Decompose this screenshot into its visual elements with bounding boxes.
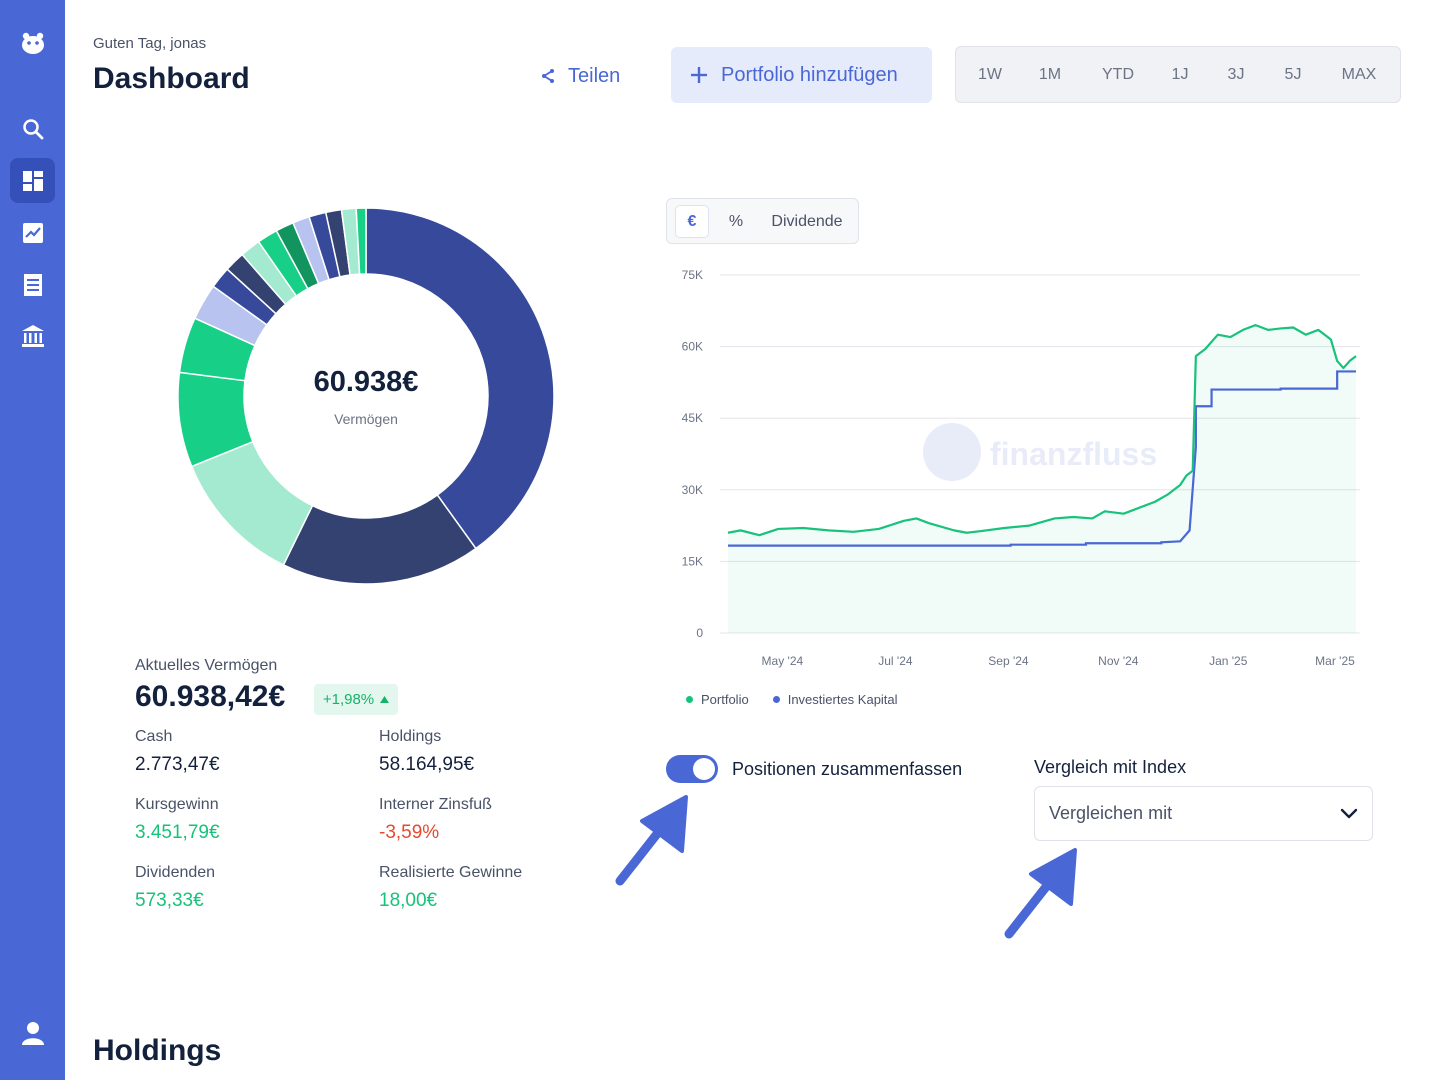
kapital-dot-icon <box>772 696 780 703</box>
y-tick-label: 45K <box>682 411 703 425</box>
dashboard-icon[interactable] <box>10 158 55 203</box>
donut-segment-15 <box>355 207 367 275</box>
time-range-selector: 1W 1M YTD 1J 3J 5J MAX <box>955 46 1401 103</box>
realisiert-value: 18,00€ <box>379 890 438 911</box>
portfolio-line-chart: 0 15K 30K 45K 60K 75K May '24 Jul '24 Sep '24 Nov… <box>682 268 1360 668</box>
bank-icon[interactable] <box>10 313 55 358</box>
watermark: finanzfluss <box>923 423 1157 481</box>
donut-center-label: Vermögen <box>334 411 398 427</box>
y-tick-label: 75K <box>682 268 703 282</box>
cash-label: Cash <box>135 728 173 745</box>
cash-value: 2.773,47€ <box>135 754 220 775</box>
x-tick-label: Sep '24 <box>988 654 1029 668</box>
toggle-knob <box>693 758 715 780</box>
range-1m[interactable]: 1M <box>1038 65 1062 83</box>
mode-percent[interactable]: % <box>728 212 744 230</box>
legend-portfolio-label: Portfolio <box>701 692 749 707</box>
donut-center-value: 60.938€ <box>313 366 419 398</box>
stats-total: 60.938,42€ <box>135 680 286 713</box>
donut-segment-0 <box>365 207 555 550</box>
chart-legend: Portfolio Investiertes Kapital <box>686 692 898 707</box>
y-tick-label: 60K <box>682 340 703 354</box>
kursgewinn-label: Kursgewinn <box>135 796 219 813</box>
plus-icon <box>691 67 707 83</box>
watermark-logo-icon <box>923 423 981 481</box>
allocation-donut-chart <box>177 207 555 585</box>
legend-kapital-label: Investiertes Kapital <box>787 692 898 707</box>
dividenden-value: 573,33€ <box>135 890 204 911</box>
share-button[interactable]: Teilen <box>540 56 620 96</box>
range-3j[interactable]: 3J <box>1227 65 1245 83</box>
watermark-text: finanzfluss <box>990 436 1157 472</box>
change-value: +1,98% <box>322 691 375 708</box>
legend-portfolio: Portfolio <box>686 692 749 707</box>
x-tick-label: Jul '24 <box>878 654 913 668</box>
y-tick-label: 0 <box>696 626 703 640</box>
x-tick-label: Mar '25 <box>1315 654 1355 668</box>
x-tick-label: May '24 <box>762 654 804 668</box>
holdings-value: 58.164,95€ <box>379 754 475 775</box>
annotation-arrow-icon <box>615 795 688 886</box>
triangle-up-icon <box>380 696 390 703</box>
share-icon <box>542 69 554 83</box>
greeting: Guten Tag, jonas <box>93 35 207 52</box>
mode-dividende[interactable]: Dividende <box>771 212 843 230</box>
logo-icon[interactable] <box>10 20 55 65</box>
y-tick-label: 30K <box>682 483 703 497</box>
range-5j[interactable]: 5J <box>1284 65 1302 83</box>
sidebar <box>0 0 65 1080</box>
dividenden-label: Dividenden <box>135 864 216 881</box>
chart-mode-toggle: € % Dividende <box>666 198 859 244</box>
merge-positions-label: Positionen zusammenfassen <box>732 759 963 779</box>
zinsfuss-label: Interner Zinsfuß <box>379 796 492 813</box>
realisiert-label: Realisierte Gewinne <box>379 864 523 881</box>
donut-segment-1 <box>282 493 477 585</box>
series-line-kapital <box>728 370 1356 547</box>
range-max[interactable]: MAX <box>1341 65 1377 83</box>
portfolio-dot-icon <box>686 696 693 703</box>
search-icon[interactable] <box>10 106 55 151</box>
share-label: Teilen <box>568 64 621 87</box>
zinsfuss-value: -3,59% <box>379 822 440 843</box>
compare-label: Vergleich mit Index <box>1034 757 1187 777</box>
add-portfolio-label: Portfolio hinzufügen <box>721 63 898 86</box>
chart-icon[interactable] <box>10 210 55 255</box>
range-ytd[interactable]: YTD <box>1102 65 1134 83</box>
holdings-title: Holdings <box>93 1034 222 1067</box>
stats-title: Aktuelles Vermögen <box>135 657 278 674</box>
merge-positions-toggle[interactable] <box>666 755 718 783</box>
add-portfolio-button[interactable]: Portfolio hinzufügen <box>671 47 932 103</box>
compare-select[interactable]: Vergleichen mit <box>1034 786 1373 841</box>
portfolio-area <box>728 325 1356 633</box>
chevron-down-icon <box>1340 808 1358 819</box>
legend-kapital: Investiertes Kapital <box>772 692 898 707</box>
range-1w[interactable]: 1W <box>978 65 1002 83</box>
compare-placeholder: Vergleichen mit <box>1049 803 1173 823</box>
kursgewinn-value: 3.451,79€ <box>135 822 220 843</box>
holdings-label: Holdings <box>379 728 442 745</box>
transactions-icon[interactable] <box>10 262 55 307</box>
x-tick-label: Nov '24 <box>1098 654 1139 668</box>
series-line-portfolio <box>727 324 1357 537</box>
annotation-arrow-icon <box>1004 848 1077 939</box>
y-tick-label: 15K <box>682 554 703 568</box>
x-tick-label: Jan '25 <box>1209 654 1248 668</box>
user-icon[interactable] <box>10 1010 55 1055</box>
change-badge: +1,98% <box>314 684 398 715</box>
mode-euro[interactable]: € <box>675 205 709 238</box>
page-title: Dashboard <box>93 62 250 95</box>
range-1j[interactable]: 1J <box>1171 65 1189 83</box>
